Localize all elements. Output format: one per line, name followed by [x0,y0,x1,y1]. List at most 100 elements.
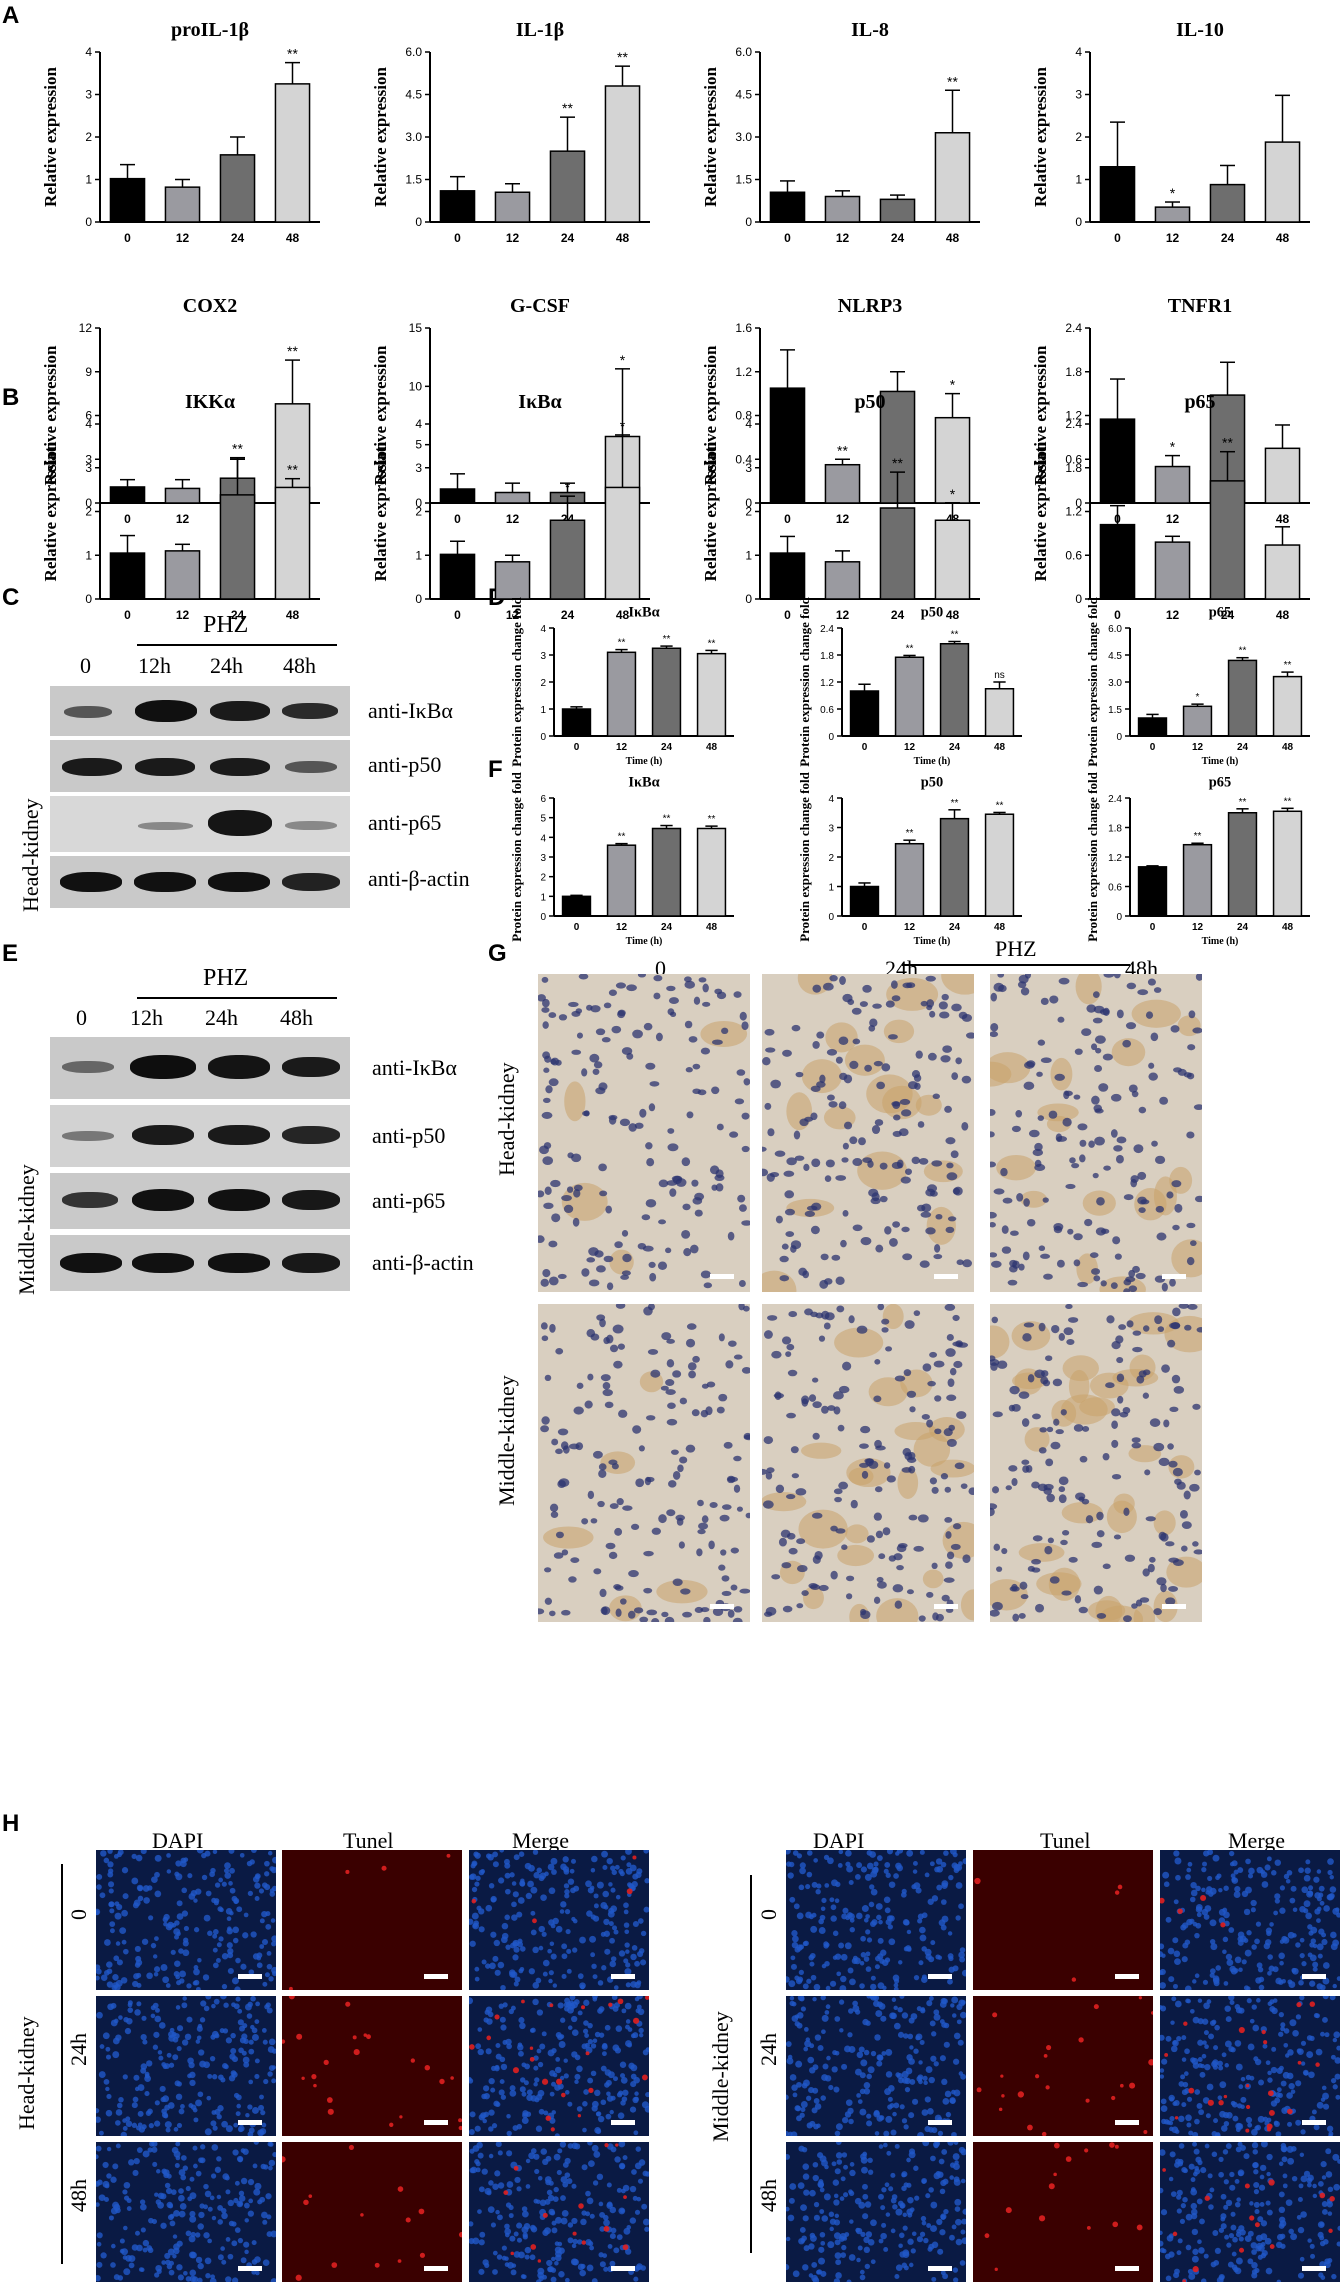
dapi-nucleus [197,1957,202,1963]
dapi-nucleus [1231,1860,1238,1867]
chart-d_ikba: IκBα Protein expression change fold 0 1 2 3 4 0… [492,596,778,767]
dapi-nucleus [1235,2006,1243,2014]
y-tick-label: 3 [85,88,92,102]
dapi-nucleus [1170,2045,1178,2053]
x-tick-label: 24 [1221,231,1235,245]
dapi-nucleus [212,2125,218,2131]
dapi-nucleus [1187,1861,1193,1867]
dapi-nucleus [162,2064,168,2070]
dapi-nucleus [188,1893,196,1900]
panel-label-g: G [488,940,507,967]
ihc-nucleus [911,1070,921,1078]
dapi-nucleus [903,2265,909,2271]
ihc-nucleus [613,1584,622,1590]
dapi-nucleus [919,1850,925,1855]
dapi-nucleus [1305,1912,1312,1920]
ihc-nucleus [544,1374,552,1382]
dapi-nucleus [1231,2251,1237,2257]
dapi-nucleus [173,2209,180,2217]
x-tick-label: 48 [946,231,960,245]
dapi-nucleus [520,2077,526,2083]
ihc-stain [930,1459,974,1478]
dapi-nucleus [1181,2089,1188,2096]
dapi-nucleus [835,2142,842,2145]
dapi-nucleus [1254,2125,1260,2131]
dapi-nucleus [497,1961,505,1969]
dapi-nucleus [539,2199,547,2207]
dapi-nucleus [930,2225,938,2233]
ihc-nucleus [1172,1224,1180,1231]
ihc-nucleus [990,1359,1000,1366]
dapi-nucleus [262,2259,270,2266]
dapi-nucleus [874,2034,881,2041]
dapi-nucleus [199,2203,205,2209]
ihc-nucleus [1154,1315,1163,1325]
ihc-nucleus [601,1037,611,1043]
ihc-nucleus [542,1097,551,1103]
ihc-nucleus [1085,1515,1094,1524]
bar [561,708,592,737]
dapi-nucleus [1245,2074,1252,2081]
dapi-nucleus [837,1863,843,1868]
ihc-stain [1128,1445,1162,1463]
dapi-nucleus [630,2033,636,2039]
tunel-image [786,1996,966,2136]
ihc-nucleus [666,1418,678,1426]
y-tick-label: 2 [828,853,834,864]
dapi-nucleus [524,2063,531,2070]
tunel-dot [1287,2108,1293,2115]
ihc-nucleus [765,1047,776,1053]
dapi-nucleus [271,1941,276,1947]
dapi-nucleus [255,1874,260,1880]
ihc-nucleus [1113,974,1121,979]
ihc-nucleus [940,1055,951,1063]
dapi-nucleus [581,2164,588,2171]
ihc-nucleus [600,1374,611,1382]
dapi-nucleus [178,2194,185,2202]
chart-title: IL-10 [1176,19,1224,41]
dapi-nucleus [210,2173,217,2179]
ihc-nucleus [1114,1253,1122,1260]
dapi-nucleus [810,1925,818,1933]
ihc-nucleus [621,1270,631,1276]
dapi-nucleus [1208,2033,1215,2040]
dapi-nucleus [943,1850,949,1856]
dapi-nucleus [1285,1878,1291,1884]
dapi-nucleus [1285,2199,1293,2207]
dapi-nucleus [195,2232,201,2238]
dapi-nucleus [787,2054,793,2060]
dapi-nucleus [885,2115,893,2123]
dapi-nucleus [1330,2078,1337,2084]
significance-label: ** [287,46,298,62]
ihc-nucleus [782,1049,792,1057]
band [282,873,340,891]
chart-title: COX2 [183,295,237,317]
dapi-nucleus [1311,2109,1317,2115]
dapi-nucleus [1225,2199,1233,2207]
dapi-nucleus [620,2073,626,2079]
x-tick-label: 48 [994,922,1006,933]
ihc-nucleus [1186,1256,1195,1266]
dapi-nucleus [109,1908,115,1914]
dapi-nucleus [835,2123,843,2131]
dapi-nucleus [806,1871,813,1878]
ihc-nucleus [1131,1437,1141,1443]
bar [934,416,971,504]
dapi-nucleus [791,1930,798,1937]
dapi-nucleus [1239,1935,1247,1943]
tunel-dot [331,2262,338,2268]
dapi-nucleus [940,2214,946,2220]
bar [984,813,1015,917]
dapi-nucleus [469,1997,474,2005]
dapi-nucleus [926,2223,932,2228]
dapi-nucleus [1251,2004,1257,2010]
dapi-nucleus [949,2234,955,2241]
dapi-nucleus [881,1959,889,1967]
dapi-nucleus [126,2206,132,2211]
dapi-nucleus [492,1861,499,1868]
dapi-nucleus [597,2007,603,2014]
ihc-nucleus [932,1093,940,1099]
x-tick-label: 48 [1276,512,1290,526]
dapi-nucleus [231,1977,239,1985]
